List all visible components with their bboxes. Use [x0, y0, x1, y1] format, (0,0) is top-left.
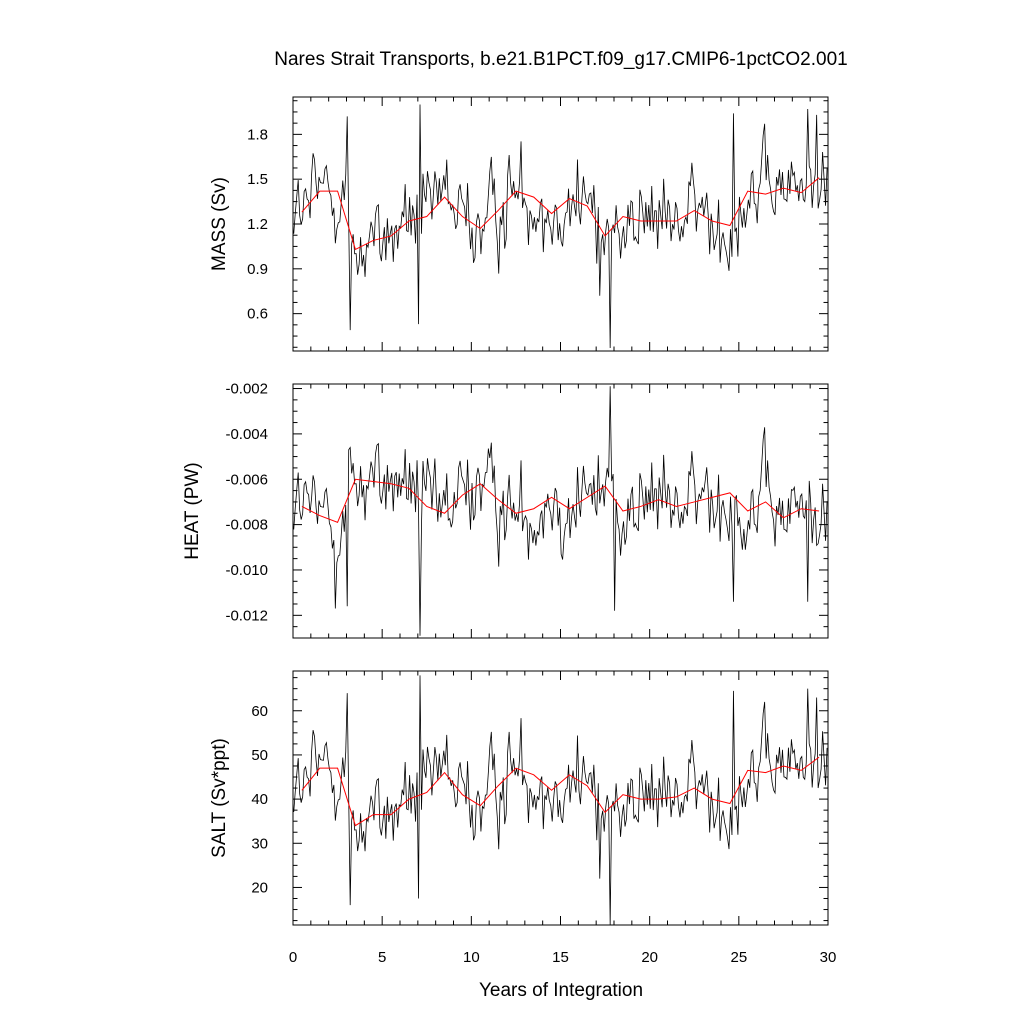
figure-title: Nares Strait Transports, b.e21.B1PCT.f09… [274, 49, 847, 70]
heat-annual-mean-line [301, 478, 820, 523]
x-tick-label: 30 [820, 949, 837, 966]
heat-y-axis-title: HEAT (PW) [182, 462, 203, 559]
heat-y-tick-label: -0.004 [225, 426, 268, 443]
panel-salt: 20 30 40 50 60 SALT (Sv*ppt) 0 5 10 15 20 25 30 [209, 670, 837, 966]
salt-monthly-series-line [293, 675, 828, 925]
mass-y-tick-label: 0.6 [247, 306, 268, 323]
x-tick-label: 10 [463, 949, 480, 966]
heat-y-tick-label: -0.002 [225, 381, 268, 398]
mass-y-tick-label: 1.5 [247, 171, 268, 188]
mass-y-tick-label: 1.2 [247, 216, 268, 233]
mass-annual-mean-line [301, 177, 820, 251]
heat-y-tick-label: -0.010 [225, 562, 268, 579]
x-tick-label: 20 [641, 949, 658, 966]
mass-monthly-series-line [293, 104, 828, 349]
salt-y-tick-label: 40 [251, 791, 268, 808]
x-axis-title: Years of Integration [479, 980, 643, 1001]
salt-annual-mean-line [301, 756, 820, 827]
salt-y-tick-label: 20 [251, 879, 268, 896]
salt-y-tick-label: 60 [251, 703, 268, 720]
heat-y-tick-label: -0.006 [225, 471, 268, 488]
x-tick-label: 25 [730, 949, 747, 966]
heat-y-tick-label: -0.012 [225, 607, 268, 624]
salt-y-tick-label: 50 [251, 747, 268, 764]
mass-y-tick-label: 0.9 [247, 261, 268, 278]
panel-heat: -0.012 -0.010 -0.008 -0.006 -0.004 -0.002 HEAT… [182, 381, 829, 639]
salt-y-axis-title: SALT (Sv*ppt) [209, 738, 230, 858]
salt-y-tick-label: 30 [251, 835, 268, 852]
x-tick-label: 15 [552, 949, 569, 966]
panel-mass: 0.6 0.9 1.2 1.5 1.8 MASS (Sv) [209, 96, 829, 352]
x-tick-label: 0 [289, 949, 297, 966]
mass-y-axis-title: MASS (Sv) [209, 177, 230, 271]
heat-monthly-series-line [293, 386, 828, 636]
x-tick-label: 5 [378, 949, 386, 966]
heat-y-tick-label: -0.008 [225, 517, 268, 534]
mass-y-tick-label: 1.8 [247, 126, 268, 143]
